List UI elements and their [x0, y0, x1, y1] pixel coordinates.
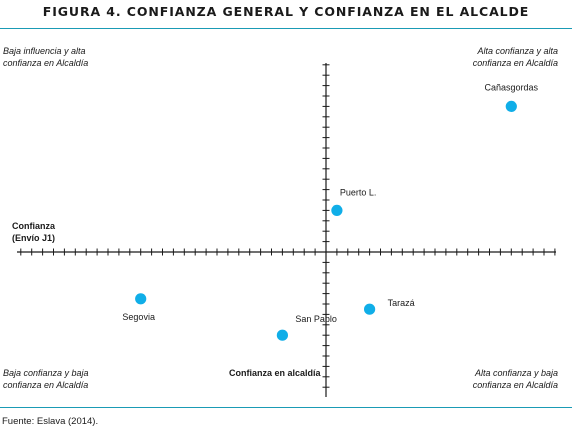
- data-point-label: Segovia: [122, 312, 155, 322]
- y-axis-label-line: Confianza: [12, 221, 56, 231]
- source-note: Fuente: Eslava (2014).: [2, 416, 99, 427]
- x-axis-label: Confianza en alcaldía: [229, 368, 321, 378]
- top-rule: [0, 28, 572, 30]
- data-point: [331, 204, 343, 216]
- quadrant-label-bottom-right: Alta confianza y baja confianza en Alcal…: [473, 368, 558, 391]
- y-axis-label: Confianza (Envío J1): [12, 221, 55, 244]
- points-layer: Cañasgordas Puerto L. Tarazá Segovia San Pab…: [122, 82, 539, 341]
- quadrant-label-top-right: Alta confianza y alta confianza en Alcal…: [473, 46, 558, 69]
- quadrant-label-bottom-left: Baja confianza y baja confianza en Alcal…: [3, 368, 89, 391]
- quadrant-label-line: confianza en Alcaldía: [472, 379, 558, 390]
- axes-layer: [17, 63, 556, 397]
- data-point: [505, 100, 517, 112]
- data-point: [135, 293, 147, 305]
- quadrant-label-line: confianza en Alcaldía: [3, 57, 89, 68]
- figure-title: FIGURA 4. CONFIANZA GENERAL Y CONFIANZA …: [42, 4, 530, 19]
- quadrant-label-line: confianza en Alcaldía: [472, 57, 558, 68]
- data-point-label: Tarazá: [388, 298, 415, 308]
- quadrant-label-top-left: Baja influencia y alta confianza en Alca…: [3, 46, 88, 69]
- data-point-label: San Pablo: [295, 314, 337, 324]
- quadrant-label-line: Baja confianza y baja: [3, 368, 89, 378]
- data-point-label: Cañasgordas: [485, 82, 539, 92]
- quadrant-label-line: Alta confianza y baja: [474, 368, 558, 378]
- data-point: [364, 303, 376, 315]
- data-point: [276, 329, 288, 341]
- bottom-rule: [0, 407, 572, 409]
- data-point-label: Puerto L.: [340, 187, 377, 197]
- quadrant-label-line: Baja influencia y alta: [3, 46, 86, 56]
- quadrant-label-line: Alta confianza y alta: [477, 46, 558, 56]
- quadrant-label-line: confianza en Alcaldía: [3, 379, 89, 390]
- y-axis-label-line: (Envío J1): [12, 232, 56, 243]
